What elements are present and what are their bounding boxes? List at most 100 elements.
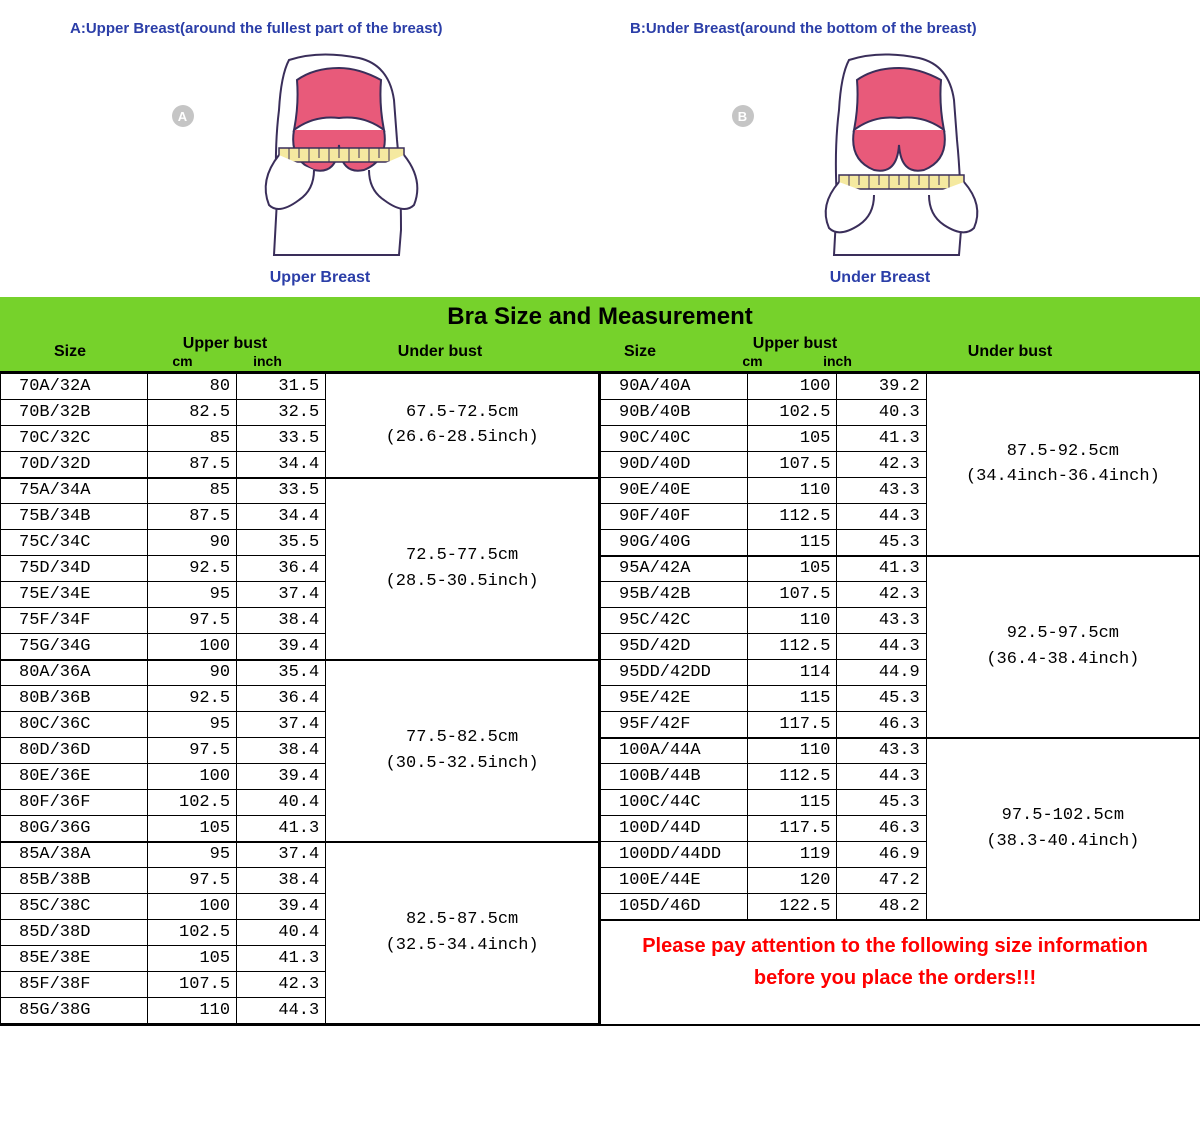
cell-under-bust: 67.5-72.5cm(26.6-28.5inch) bbox=[326, 374, 599, 478]
cell-inch: 41.3 bbox=[237, 816, 326, 842]
cell-cm: 110 bbox=[748, 478, 837, 504]
cell-inch: 44.9 bbox=[837, 660, 926, 686]
cell-cm: 97.5 bbox=[147, 868, 236, 894]
cell-cm: 117.5 bbox=[748, 712, 837, 738]
cell-cm: 120 bbox=[748, 868, 837, 894]
cell-inch: 36.4 bbox=[237, 686, 326, 712]
cell-inch: 46.9 bbox=[837, 842, 926, 868]
cell-size: 85E/38E bbox=[1, 946, 148, 972]
cell-size: 90C/40C bbox=[601, 426, 748, 452]
cell-size: 100C/44C bbox=[601, 790, 748, 816]
cell-cm: 100 bbox=[147, 894, 236, 920]
col-upper-bust: Upper bust cminch bbox=[140, 333, 310, 371]
cell-cm: 105 bbox=[147, 946, 236, 972]
cell-size: 95D/42D bbox=[601, 634, 748, 660]
cell-size: 90F/40F bbox=[601, 504, 748, 530]
cell-inch: 47.2 bbox=[837, 868, 926, 894]
cell-size: 75C/34C bbox=[1, 530, 148, 556]
cell-cm: 90 bbox=[147, 660, 236, 686]
cell-cm: 102.5 bbox=[147, 790, 236, 816]
cell-size: 100E/44E bbox=[601, 868, 748, 894]
table-row: 85A/38A9537.482.5-87.5cm(32.5-34.4inch) bbox=[1, 842, 599, 868]
cell-inch: 43.3 bbox=[837, 478, 926, 504]
cell-size: 80B/36B bbox=[1, 686, 148, 712]
size-table: 70A/32A8031.567.5-72.5cm(26.6-28.5inch)7… bbox=[0, 371, 1200, 1026]
cell-cm: 107.5 bbox=[748, 452, 837, 478]
left-table: 70A/32A8031.567.5-72.5cm(26.6-28.5inch)7… bbox=[0, 373, 599, 1024]
cell-size: 80E/36E bbox=[1, 764, 148, 790]
cell-cm: 112.5 bbox=[748, 634, 837, 660]
cell-inch: 45.3 bbox=[837, 530, 926, 556]
cell-cm: 85 bbox=[147, 426, 236, 452]
diagram-b-caption: Under Breast bbox=[830, 269, 930, 287]
diagram-b-illustration bbox=[769, 45, 1029, 265]
cell-size: 95E/42E bbox=[601, 686, 748, 712]
diagram-b: B:Under Breast(around the bottom of the … bbox=[600, 20, 1160, 287]
cell-inch: 36.4 bbox=[237, 556, 326, 582]
col-under-bust: Under bust bbox=[310, 333, 570, 371]
diagram-b-title: B:Under Breast(around the bottom of the … bbox=[600, 20, 977, 37]
cell-inch: 43.3 bbox=[837, 738, 926, 764]
cell-cm: 105 bbox=[147, 816, 236, 842]
cell-size: 90B/40B bbox=[601, 400, 748, 426]
cell-cm: 100 bbox=[748, 374, 837, 400]
cell-inch: 43.3 bbox=[837, 608, 926, 634]
col-size-2: Size bbox=[570, 333, 710, 371]
table-title: Bra Size and Measurement bbox=[0, 297, 1200, 333]
cell-size: 85A/38A bbox=[1, 842, 148, 868]
cell-under-bust: 92.5-97.5cm(36.4-38.4inch) bbox=[926, 556, 1199, 738]
cell-size: 90D/40D bbox=[601, 452, 748, 478]
cell-inch: 42.3 bbox=[837, 452, 926, 478]
cell-inch: 40.3 bbox=[837, 400, 926, 426]
cell-inch: 32.5 bbox=[237, 400, 326, 426]
table-header: Size Upper bust cminch Under bust Size U… bbox=[0, 333, 1200, 371]
cell-inch: 35.5 bbox=[237, 530, 326, 556]
cell-size: 90G/40G bbox=[601, 530, 748, 556]
cell-inch: 38.4 bbox=[237, 868, 326, 894]
cell-cm: 87.5 bbox=[147, 452, 236, 478]
cell-cm: 110 bbox=[748, 608, 837, 634]
cell-cm: 102.5 bbox=[748, 400, 837, 426]
diagram-a-caption: Upper Breast bbox=[270, 269, 370, 287]
cell-cm: 87.5 bbox=[147, 504, 236, 530]
cell-cm: 110 bbox=[147, 998, 236, 1024]
marker-b-icon: B bbox=[732, 105, 754, 127]
cell-cm: 95 bbox=[147, 712, 236, 738]
cell-cm: 97.5 bbox=[147, 738, 236, 764]
cell-inch: 33.5 bbox=[237, 478, 326, 504]
cell-inch: 37.4 bbox=[237, 582, 326, 608]
cell-size: 75G/34G bbox=[1, 634, 148, 660]
cell-size: 85D/38D bbox=[1, 920, 148, 946]
cell-cm: 114 bbox=[748, 660, 837, 686]
cell-size: 70B/32B bbox=[1, 400, 148, 426]
table-row: 95A/42A10541.392.5-97.5cm(36.4-38.4inch) bbox=[601, 556, 1200, 582]
cell-inch: 44.3 bbox=[837, 504, 926, 530]
cell-inch: 34.4 bbox=[237, 504, 326, 530]
cell-size: 95F/42F bbox=[601, 712, 748, 738]
cell-cm: 95 bbox=[147, 582, 236, 608]
cell-inch: 31.5 bbox=[237, 374, 326, 400]
cell-inch: 48.2 bbox=[837, 894, 926, 920]
cell-cm: 110 bbox=[748, 738, 837, 764]
cell-size: 80F/36F bbox=[1, 790, 148, 816]
cell-under-bust: 82.5-87.5cm(32.5-34.4inch) bbox=[326, 842, 599, 1024]
cell-under-bust: 97.5-102.5cm(38.3-40.4inch) bbox=[926, 738, 1199, 920]
cell-size: 100A/44A bbox=[601, 738, 748, 764]
cell-cm: 95 bbox=[147, 842, 236, 868]
cell-cm: 105 bbox=[748, 556, 837, 582]
table-row: 75A/34A8533.572.5-77.5cm(28.5-30.5inch) bbox=[1, 478, 599, 504]
cell-inch: 41.3 bbox=[837, 426, 926, 452]
cell-cm: 107.5 bbox=[147, 972, 236, 998]
diagram-a-illustration bbox=[209, 45, 469, 265]
cell-size: 95B/42B bbox=[601, 582, 748, 608]
cell-inch: 40.4 bbox=[237, 790, 326, 816]
cell-inch: 40.4 bbox=[237, 920, 326, 946]
cell-size: 95DD/42DD bbox=[601, 660, 748, 686]
cell-cm: 107.5 bbox=[748, 582, 837, 608]
cell-inch: 42.3 bbox=[237, 972, 326, 998]
cell-cm: 100 bbox=[147, 634, 236, 660]
cell-cm: 115 bbox=[748, 790, 837, 816]
cell-size: 70A/32A bbox=[1, 374, 148, 400]
cell-cm: 105 bbox=[748, 426, 837, 452]
table-row: 90A/40A10039.287.5-92.5cm(34.4inch-36.4i… bbox=[601, 374, 1200, 400]
